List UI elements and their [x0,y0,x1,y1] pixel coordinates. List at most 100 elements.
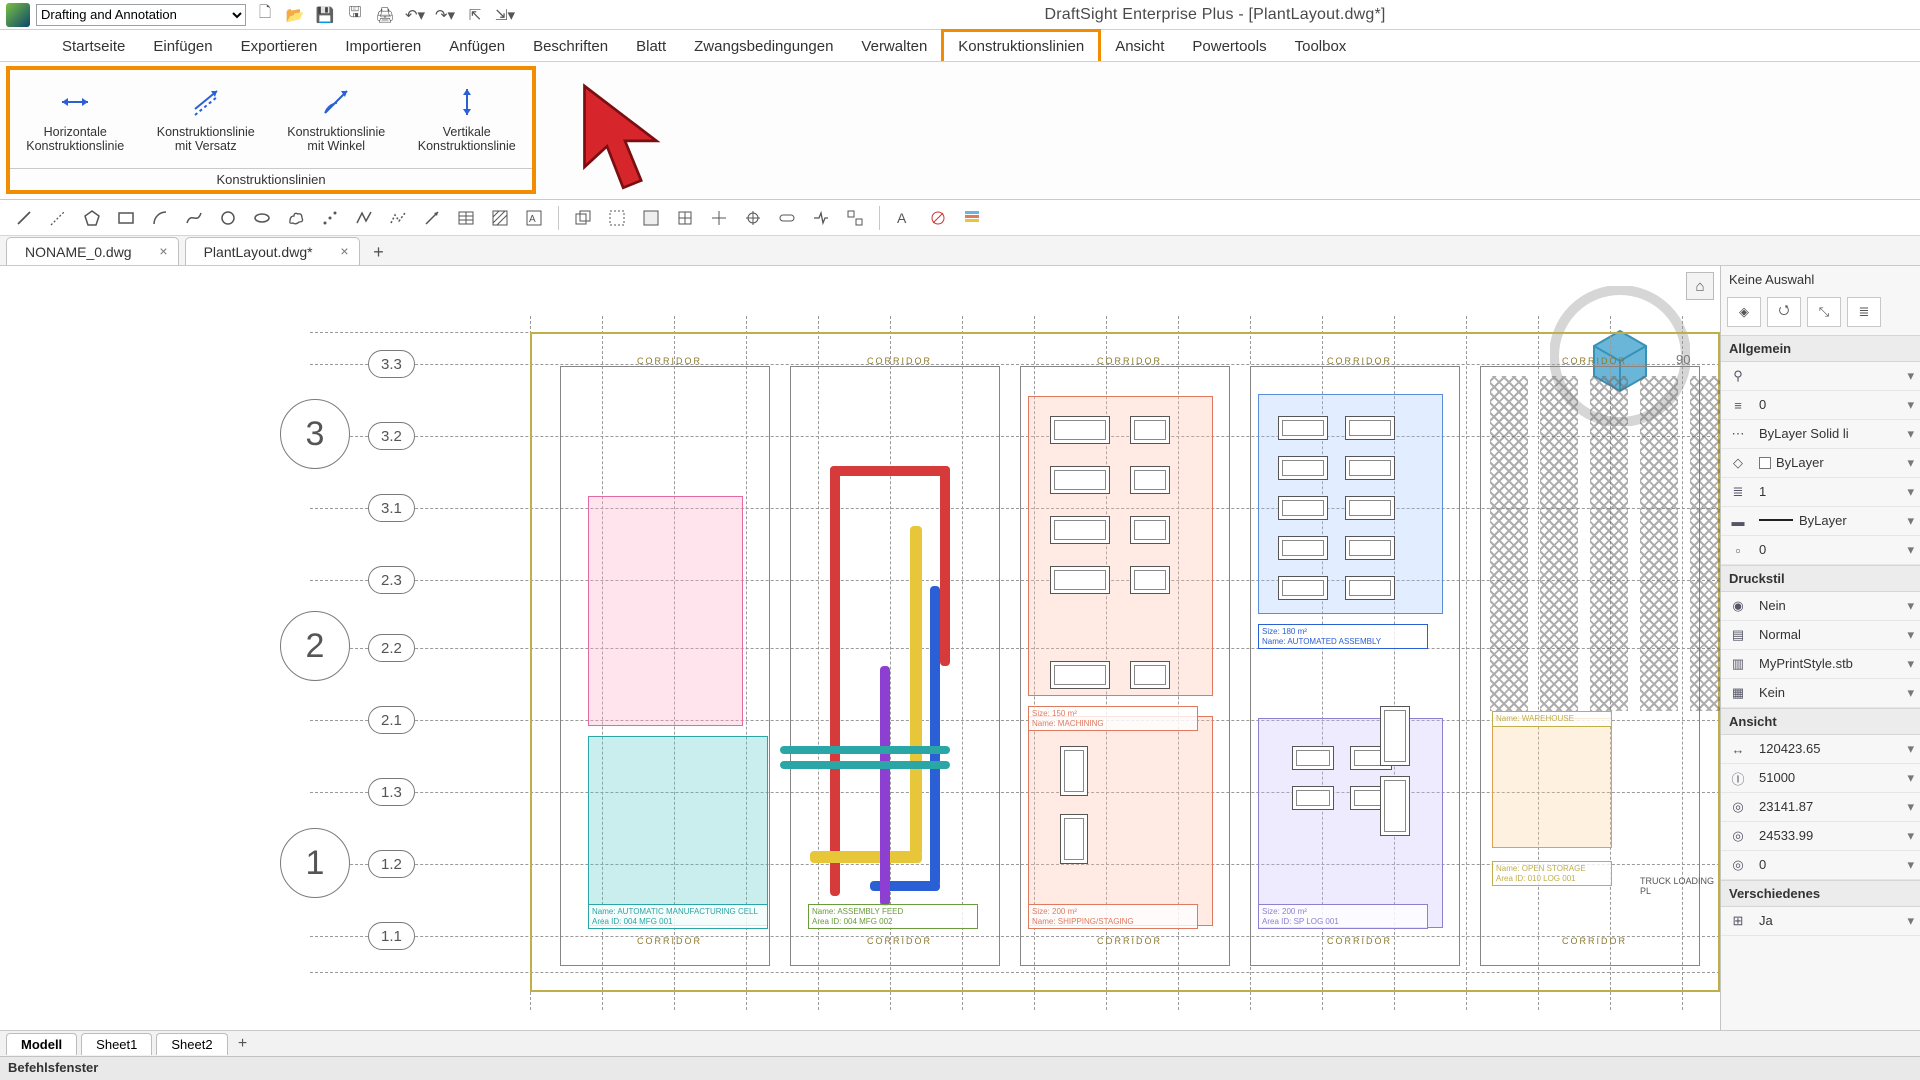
props-row[interactable]: ▬ByLayer [1721,507,1920,536]
ribbon-btn-0[interactable]: HorizontaleKonstruktionslinie [10,70,141,168]
arc-icon[interactable] [146,204,174,232]
region-icon[interactable] [569,204,597,232]
prop-value[interactable]: 0 [1755,542,1920,558]
centerline-icon[interactable] [705,204,733,232]
import-icon[interactable]: ⇲▾ [494,4,516,26]
drawing-canvas[interactable]: ⌂ 90 3213.33.23.12.32.22.11.31.21.1CORRI… [0,266,1720,1030]
props-row[interactable]: ▦Kein [1721,679,1920,708]
add-sheet-tab[interactable]: + [232,1035,254,1053]
props-tool-3-icon[interactable]: ⤡ [1807,297,1841,327]
polygon-icon[interactable] [78,204,106,232]
prop-value[interactable]: Kein [1755,685,1920,701]
props-row[interactable]: ▫0 [1721,536,1920,565]
prop-value[interactable]: 51000 [1755,770,1920,786]
menu-blatt[interactable]: Blatt [622,32,680,61]
annot-icon[interactable] [924,204,952,232]
sheet-tab-sheet2[interactable]: Sheet2 [156,1033,227,1055]
sheet-tab-sheet1[interactable]: Sheet1 [81,1033,152,1055]
export-icon[interactable]: ⇱ [464,4,486,26]
prop-value[interactable]: Nein [1755,598,1920,614]
print-icon[interactable]: 🖨 [374,4,396,26]
spline-icon[interactable] [180,204,208,232]
menu-ansicht[interactable]: Ansicht [1101,32,1178,61]
props-row[interactable]: ▥MyPrintStyle.stb [1721,650,1920,679]
prop-value[interactable]: 0 [1755,397,1920,413]
mask-icon[interactable] [637,204,665,232]
saveas-icon[interactable]: 🖫 [344,4,366,26]
xline-icon[interactable] [44,204,72,232]
sheet-tab-modell[interactable]: Modell [6,1033,77,1055]
props-row[interactable]: ▤Normal [1721,621,1920,650]
props-row[interactable]: ◉Nein [1721,592,1920,621]
layers-icon[interactable] [958,204,986,232]
props-tool-1-icon[interactable]: ◈ [1727,297,1761,327]
props-row[interactable]: ≣1 [1721,478,1920,507]
props-row[interactable]: ◎0 [1721,851,1920,880]
prop-value[interactable]: Normal [1755,627,1920,643]
prop-value[interactable]: 0 [1755,857,1920,873]
rectangle-icon[interactable] [112,204,140,232]
text-icon[interactable]: A [890,204,918,232]
add-doc-tab[interactable]: + [366,239,392,265]
prop-value[interactable]: 120423.65 [1755,741,1920,757]
menu-einfügen[interactable]: Einfügen [139,32,226,61]
menu-exportieren[interactable]: Exportieren [227,32,332,61]
props-tool-4-icon[interactable]: ≣ [1847,297,1881,327]
ray-icon[interactable] [418,204,446,232]
prop-value[interactable]: MyPrintStyle.stb [1755,656,1920,672]
group-icon[interactable] [841,204,869,232]
props-tool-2-icon[interactable]: ⭯ [1767,297,1801,327]
doc-tab-1[interactable]: PlantLayout.dwg*× [185,237,360,265]
3dpoly-icon[interactable] [384,204,412,232]
ellipse-icon[interactable] [248,204,276,232]
circle-icon[interactable] [214,204,242,232]
polyline-icon[interactable] [350,204,378,232]
ribbon-btn-3[interactable]: VertikaleKonstruktionslinie [402,70,533,168]
prop-value[interactable]: ByLayer [1755,513,1920,529]
menu-powertools[interactable]: Powertools [1178,32,1280,61]
doc-tab-0[interactable]: NONAME_0.dwg× [6,237,179,265]
workspace-selector[interactable]: Drafting and Annotation [36,4,246,26]
props-row[interactable]: ⊞Ja [1721,907,1920,936]
break-icon[interactable] [807,204,835,232]
ribbon-btn-1[interactable]: Konstruktionsliniemit Versatz [141,70,272,168]
close-icon[interactable]: × [340,243,348,259]
redo-icon[interactable]: ↷▾ [434,4,456,26]
menu-verwalten[interactable]: Verwalten [847,32,941,61]
props-row[interactable]: ⋯ByLayer Solid li [1721,420,1920,449]
props-row[interactable]: ◎24533.99 [1721,822,1920,851]
prop-value[interactable]: 23141.87 [1755,799,1920,815]
props-row[interactable]: Ⓘ51000 [1721,764,1920,793]
menu-toolbox[interactable]: Toolbox [1281,32,1361,61]
block-icon[interactable] [671,204,699,232]
new-icon[interactable]: 🗋 [254,4,276,26]
note-icon[interactable]: A [520,204,548,232]
prop-value[interactable]: ByLayer Solid li [1755,426,1920,442]
line-icon[interactable] [10,204,38,232]
props-row[interactable]: ≡0 [1721,391,1920,420]
close-icon[interactable]: × [159,243,167,259]
menu-beschriften[interactable]: Beschriften [519,32,622,61]
menu-importieren[interactable]: Importieren [331,32,435,61]
prop-value[interactable]: ByLayer [1755,455,1920,471]
revcloud-icon[interactable] [282,204,310,232]
table-icon[interactable] [452,204,480,232]
hatch-icon[interactable] [486,204,514,232]
menu-anfügen[interactable]: Anfügen [435,32,519,61]
boundary-icon[interactable] [603,204,631,232]
menu-startseite[interactable]: Startseite [48,32,139,61]
slot-icon[interactable] [773,204,801,232]
prop-value[interactable]: Ja [1755,913,1920,929]
props-row[interactable]: ◇ByLayer [1721,449,1920,478]
menu-konstruktionslinien[interactable]: Konstruktionslinien [941,29,1101,61]
centermark-icon[interactable] [739,204,767,232]
open-icon[interactable]: 📂 [284,4,306,26]
prop-value[interactable]: 24533.99 [1755,828,1920,844]
props-row[interactable]: ◎23141.87 [1721,793,1920,822]
point-icon[interactable] [316,204,344,232]
menu-zwangsbedingungen[interactable]: Zwangsbedingungen [680,32,847,61]
ribbon-btn-2[interactable]: Konstruktionsliniemit Winkel [271,70,402,168]
undo-icon[interactable]: ↶▾ [404,4,426,26]
prop-value[interactable] [1755,368,1920,384]
save-icon[interactable]: 💾 [314,4,336,26]
